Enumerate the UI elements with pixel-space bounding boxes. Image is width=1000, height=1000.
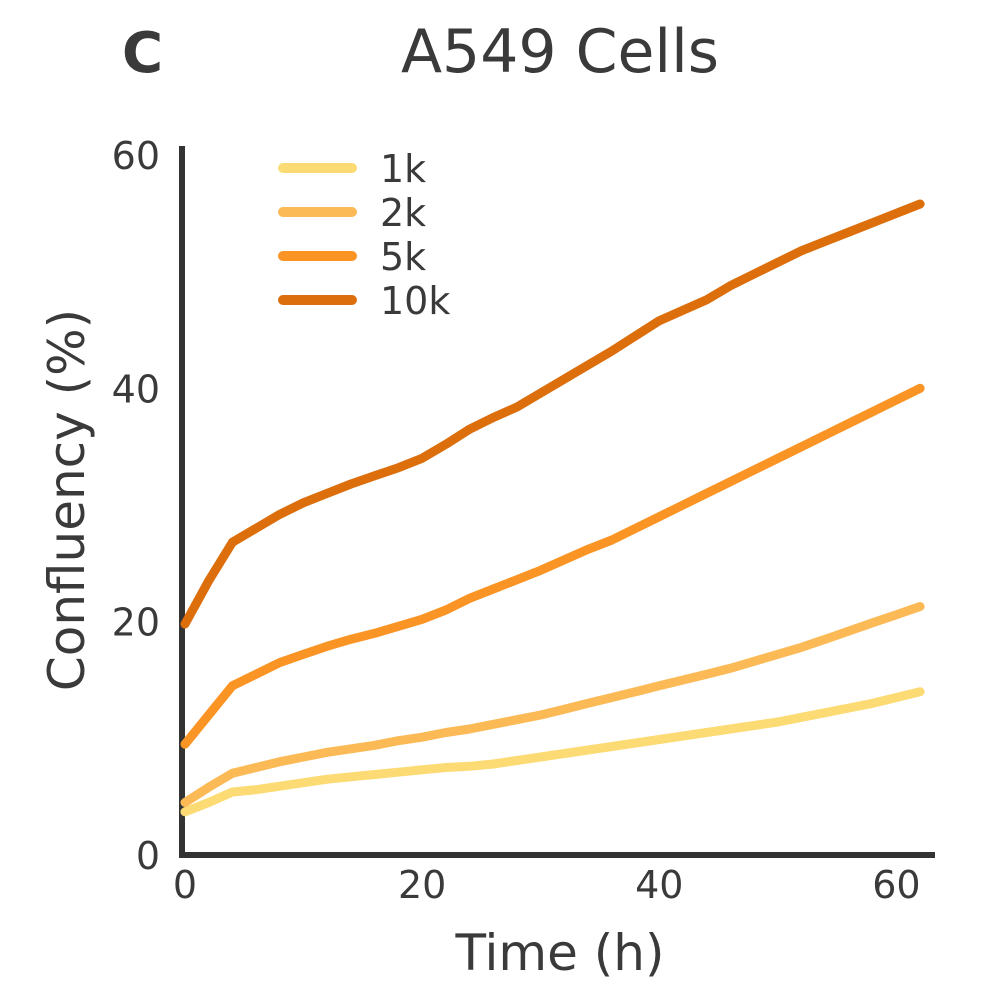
x-tick-label: 60 [872,863,920,907]
legend-label-2k: 2k [380,191,426,235]
series-line-2k [180,602,925,807]
chart-title: A549 Cells [401,17,719,87]
panel-label: C [122,21,163,86]
y-tick-label: 60 [112,134,160,178]
x-tick-labels: 0 20 40 60 [173,863,921,907]
series-line-1k [180,687,925,817]
series-lines [180,199,925,817]
legend-label-1k: 1k [380,147,426,191]
y-axis-label: Confluency (%) [38,309,96,691]
y-tick-label: 0 [136,834,160,878]
y-tick-labels: 0 20 40 60 [112,134,160,878]
series-line-5k [180,383,925,749]
x-axis-label: Time (h) [455,924,665,982]
legend-label-5k: 5k [380,235,426,279]
x-tick-label: 40 [635,863,683,907]
x-tick-label: 0 [173,863,197,907]
y-tick-label: 20 [112,601,160,645]
axes [179,146,935,858]
x-tick-label: 20 [398,863,446,907]
series-line-10k [180,199,925,629]
legend-label-10k: 10k [380,279,450,323]
y-tick-label: 40 [112,367,160,411]
